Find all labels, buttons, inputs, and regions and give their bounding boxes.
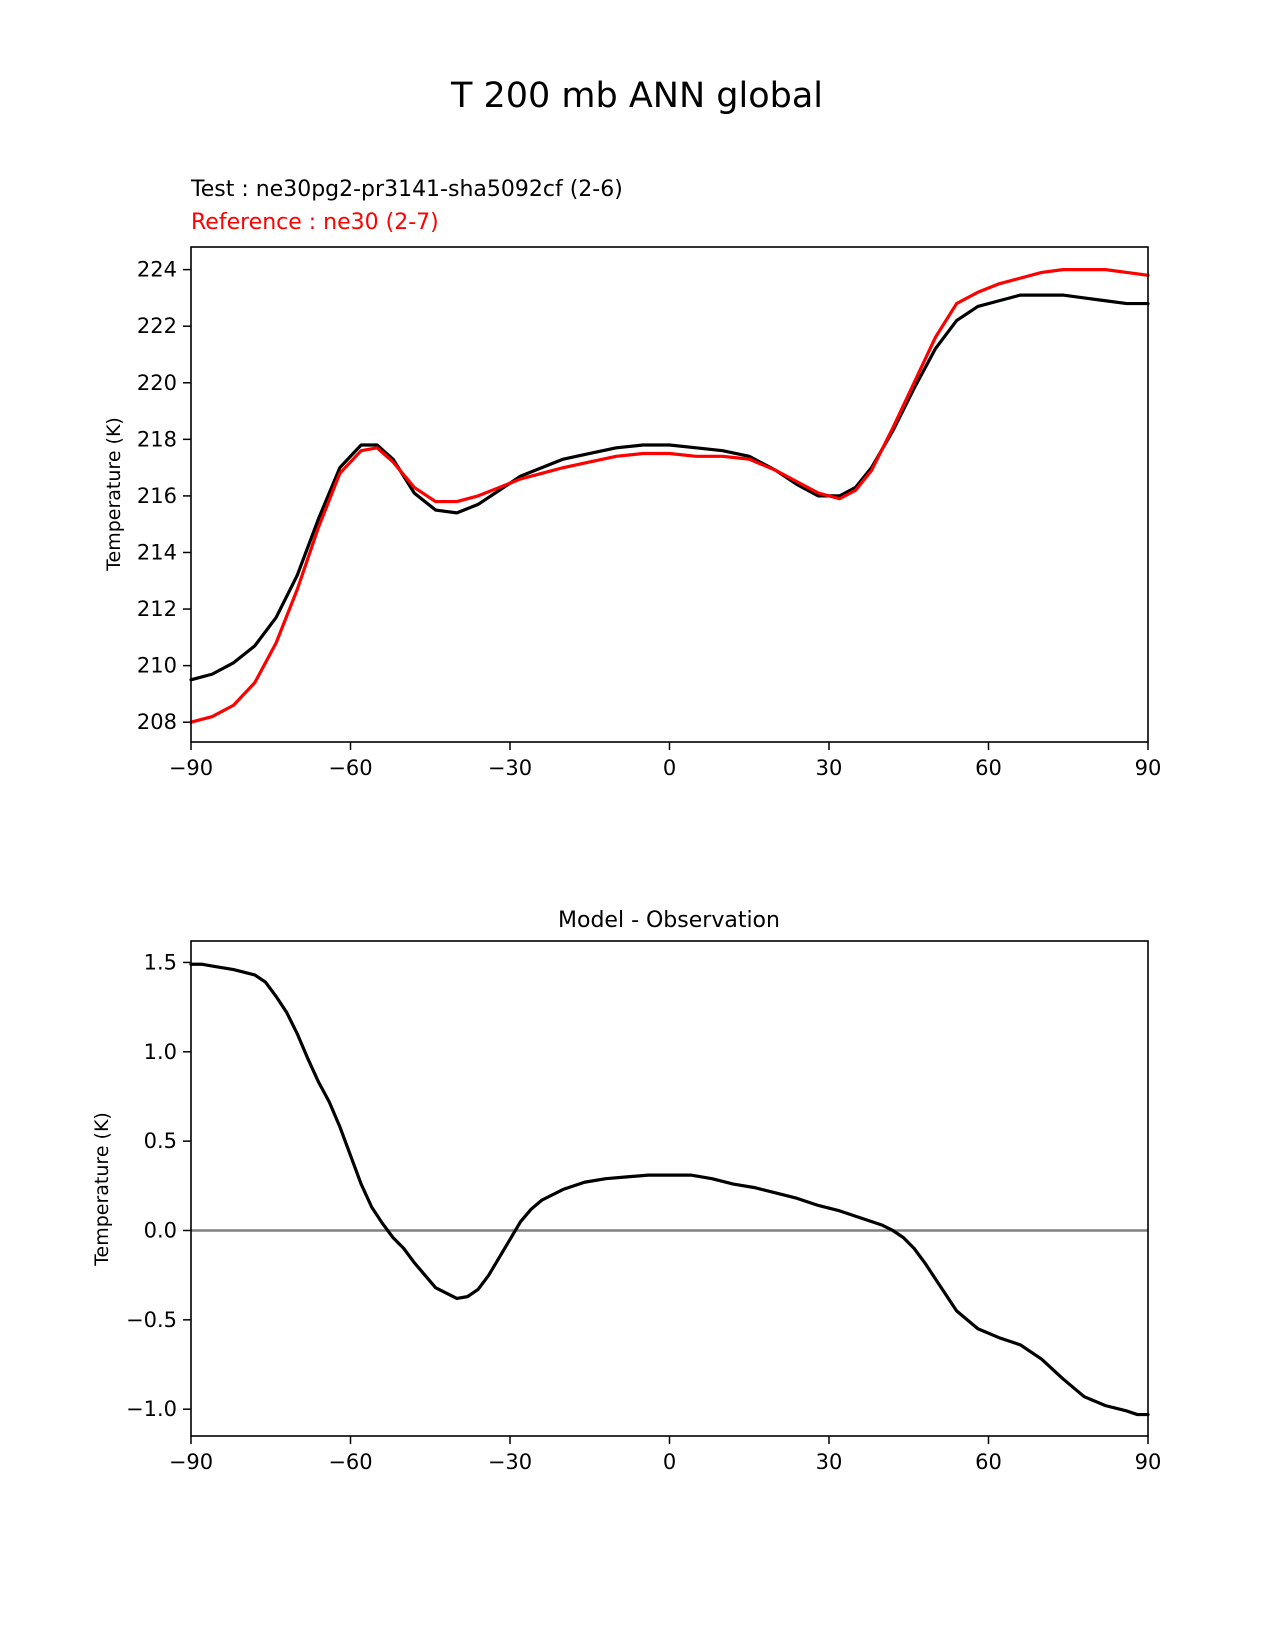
y-tick-label: 1.0 <box>144 1040 177 1064</box>
x-tick-label: 30 <box>816 756 843 780</box>
x-tick-label: −60 <box>328 756 372 780</box>
reference-label: Reference : ne30 (2-7) <box>191 210 439 235</box>
plot-frame <box>190 246 1149 743</box>
series-line-reference <box>189 268 1150 724</box>
series-line-test <box>189 293 1150 682</box>
x-tick-label: 90 <box>1135 1450 1162 1474</box>
test-label: Test : ne30pg2-pr3141-sha5092cf (2-6) <box>190 177 623 202</box>
x-tick-label: 60 <box>975 1450 1002 1474</box>
y-tick-label: 218 <box>137 427 177 451</box>
difference-panel: Model - Observation −90 −60 −30 0 30 60 90 −1.0… <box>91 908 1161 1474</box>
series-line-model-observation <box>189 962 1150 1417</box>
x-tick-label: 30 <box>816 1450 843 1474</box>
y-tick-label: 208 <box>137 710 177 734</box>
y-tick-label: 214 <box>137 540 177 564</box>
y-axis-label: Temperature (K) <box>103 417 125 572</box>
y-tick-label: 216 <box>137 484 177 508</box>
x-tick-label: 60 <box>975 756 1002 780</box>
y-tick-label: 0.0 <box>144 1218 177 1242</box>
x-tick-label: 0 <box>663 756 676 780</box>
plot-frame <box>190 940 1149 1437</box>
y-tick-label: 222 <box>137 314 177 338</box>
x-tick-label: −30 <box>488 1450 532 1474</box>
y-tick-label: 1.5 <box>144 950 177 974</box>
x-tick-label: 90 <box>1135 756 1162 780</box>
figure-title: T 200 mb ANN global <box>450 76 823 116</box>
y-tick-label: 212 <box>137 597 177 621</box>
panel-title: Model - Observation <box>558 908 780 933</box>
x-tick-label: 0 <box>663 1450 676 1474</box>
x-tick-label: −90 <box>169 1450 213 1474</box>
x-tick-label: −90 <box>169 756 213 780</box>
y-tick-label: 0.5 <box>144 1129 177 1153</box>
y-tick-label: −0.5 <box>126 1308 177 1332</box>
x-tick-label: −30 <box>488 756 532 780</box>
y-tick-label: 224 <box>137 258 177 282</box>
y-tick-label: 220 <box>137 371 177 395</box>
y-tick-label: −1.0 <box>126 1397 177 1421</box>
x-tick-label: −60 <box>328 1450 372 1474</box>
y-axis-label: Temperature (K) <box>91 1112 113 1267</box>
y-tick-label: 210 <box>137 654 177 678</box>
temperature-panel: Test : ne30pg2-pr3141-sha5092cf (2-6) Re… <box>103 177 1161 780</box>
